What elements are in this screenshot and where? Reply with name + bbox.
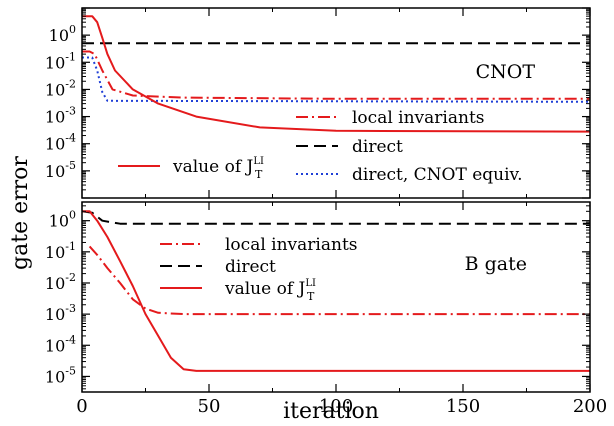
- x-axis-label: iteration: [283, 399, 379, 424]
- y-tick-label: 10-1: [45, 50, 76, 72]
- x-tick-label: 100: [319, 396, 353, 417]
- b-gate-panel: 100 10-1 10-2 10-3 10-4 10-50 50 100 150 200 B gat…: [45, 201, 607, 417]
- y-tick-label: 10-3: [45, 302, 76, 324]
- series-local-invariants-line: [88, 245, 590, 316]
- y-tick-label: 10-2: [45, 77, 76, 99]
- y-axis-label: gate error: [8, 156, 33, 270]
- legend-entry: value of JLI T: [172, 156, 264, 181]
- cnot-panel: 100 10-1 10-2 10-3 10-4 10-5 CNOT local invaria…: [45, 7, 591, 199]
- series-local-invariants-line: [82, 50, 590, 100]
- y-tick-label: 10-5: [45, 364, 76, 386]
- x-tick-label: 50: [198, 396, 221, 417]
- x-tick-label: 150: [446, 396, 480, 417]
- series-value-of-j-line: [82, 210, 590, 372]
- x-tick-label: 0: [76, 396, 87, 417]
- series-direct-line: [82, 210, 590, 225]
- y-tick-label: 100: [49, 23, 76, 45]
- panel-label: CNOT: [476, 61, 536, 83]
- series-direct-cnot-equiv--line: [82, 56, 590, 103]
- legend-entry: local invariants: [352, 108, 485, 128]
- y-tick-label: 10-5: [45, 159, 76, 181]
- legend-entry: direct: [225, 257, 276, 277]
- y-tick-label: 10-3: [45, 105, 76, 127]
- y-tick-label: 10-2: [45, 271, 76, 293]
- legend-entry: value of JLI T: [224, 278, 316, 303]
- y-tick-label: 10-4: [45, 132, 76, 154]
- series-value-of-j-line: [82, 15, 590, 133]
- legend-entry: local invariants: [225, 235, 358, 255]
- legend-entry: direct, CNOT equiv.: [352, 165, 523, 185]
- panel-label: B gate: [465, 253, 527, 275]
- plot-frame: [81, 201, 591, 393]
- x-tick-label: 200: [573, 396, 607, 417]
- legend-entry: direct: [352, 137, 403, 157]
- y-tick-label: 10-4: [45, 333, 76, 355]
- y-tick-label: 100: [49, 209, 76, 231]
- y-tick-label: 10-1: [45, 240, 76, 262]
